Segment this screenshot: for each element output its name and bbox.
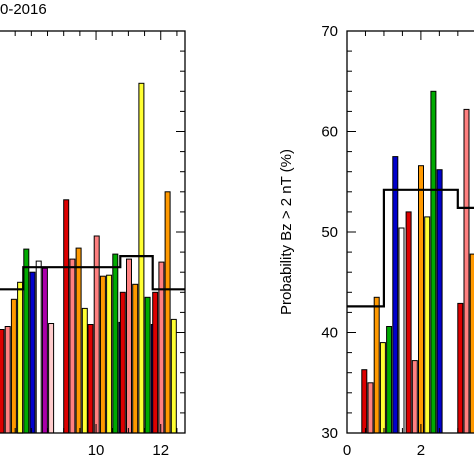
bar (367, 382, 374, 434)
y-axis-label: Probability Bz > 2 nT (%) (278, 149, 295, 315)
bar (75, 247, 82, 434)
bar (398, 227, 405, 434)
bar (99, 275, 106, 434)
bar (29, 271, 36, 434)
left-chart-panel: 10 12 (0, 30, 186, 459)
bar (69, 258, 76, 434)
bar (158, 261, 165, 434)
x-tick-label: 12 (152, 442, 169, 459)
bar (424, 216, 431, 434)
y-tick-label: 50 (321, 224, 338, 241)
bar (10, 298, 17, 434)
bar (41, 267, 48, 434)
bar (405, 211, 412, 434)
bar (392, 156, 399, 434)
bar (23, 248, 30, 434)
right-chart-panel: 0 2 30 40 50 60 70 Probability Bz > 2 nT (%) (278, 23, 474, 459)
bar (17, 281, 24, 434)
bar (119, 291, 126, 434)
bar (132, 283, 139, 434)
bar (430, 90, 437, 434)
bar (0, 329, 5, 434)
bar (463, 108, 470, 434)
y-tick-label: 30 (321, 425, 338, 442)
x-tick-label: 10 (88, 442, 105, 459)
bar (373, 296, 380, 434)
bar (386, 326, 393, 434)
bar (93, 235, 100, 434)
step-line (347, 188, 474, 308)
y-tick-label: 70 (321, 23, 338, 40)
page-title: 0-2016 (0, 1, 47, 18)
bar (63, 199, 70, 434)
bar (170, 318, 177, 434)
bar (418, 165, 424, 434)
bar (457, 302, 464, 434)
x-tick-label: 0 (343, 442, 351, 459)
bar (4, 326, 11, 434)
bar (469, 253, 474, 434)
y-tick-label: 60 (321, 124, 338, 141)
bar (152, 291, 159, 434)
step-line (0, 255, 185, 291)
bar (81, 307, 88, 434)
bar (112, 253, 119, 434)
y-tick-label: 40 (321, 325, 338, 342)
bar (361, 369, 368, 434)
bar (106, 274, 113, 434)
bar (35, 260, 42, 434)
bar (436, 169, 443, 434)
bar (87, 324, 94, 434)
bar (138, 82, 145, 434)
bar (164, 191, 171, 434)
bar (411, 360, 418, 434)
bar (379, 342, 386, 434)
x-tick-label: 2 (417, 442, 425, 459)
bar (48, 323, 55, 434)
bar (126, 258, 132, 434)
bar (144, 296, 151, 434)
